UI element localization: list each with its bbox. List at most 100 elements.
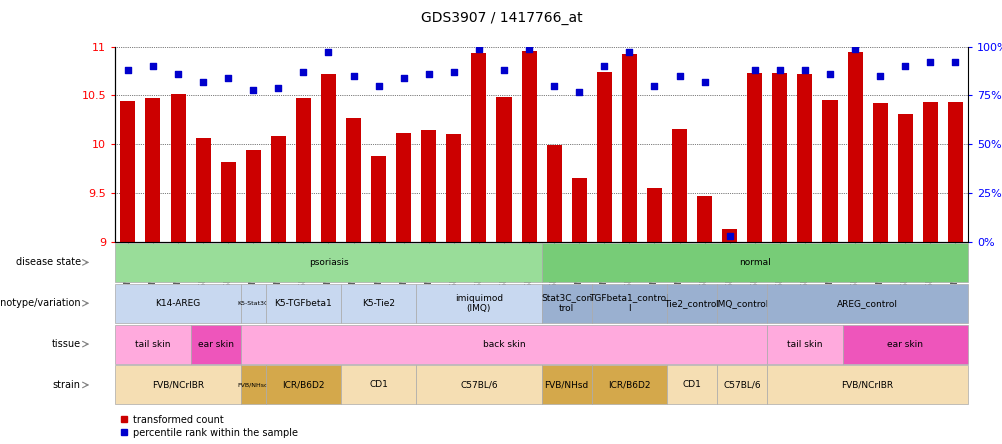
Text: tissue: tissue <box>52 339 81 349</box>
Bar <box>947 102 962 242</box>
Text: FVB/NHsd: FVB/NHsd <box>544 381 588 389</box>
Bar <box>872 103 887 242</box>
Text: K5-Tie2: K5-Tie2 <box>362 299 395 308</box>
Point <box>345 72 361 79</box>
Point <box>471 45 487 52</box>
Point <box>772 67 788 74</box>
Text: tail skin: tail skin <box>135 340 170 349</box>
Text: CD1: CD1 <box>369 381 388 389</box>
Text: psoriasis: psoriasis <box>309 258 348 267</box>
Point <box>646 82 662 89</box>
Text: Tie2_control: Tie2_control <box>664 299 718 308</box>
Bar <box>671 129 686 242</box>
Point <box>695 78 711 85</box>
Bar <box>321 74 336 242</box>
Bar <box>471 53 486 242</box>
Text: FVB/NCrIBR: FVB/NCrIBR <box>841 381 893 389</box>
Point <box>621 49 637 56</box>
Text: ICR/B6D2: ICR/B6D2 <box>607 381 650 389</box>
Point <box>194 78 211 85</box>
Point <box>521 45 537 52</box>
Bar <box>120 101 135 242</box>
Point <box>872 72 888 79</box>
Bar <box>220 162 235 242</box>
Text: IMQ_control: IMQ_control <box>714 299 769 308</box>
Legend: transformed count, percentile rank within the sample: transformed count, percentile rank withi… <box>120 415 298 438</box>
Bar <box>746 73 762 242</box>
Text: tail skin: tail skin <box>787 340 822 349</box>
Point <box>896 63 912 70</box>
Point <box>822 71 838 78</box>
Point <box>796 67 812 74</box>
Bar <box>421 130 436 242</box>
Bar <box>371 156 386 242</box>
Text: ICR/B6D2: ICR/B6D2 <box>282 381 325 389</box>
Point <box>421 71 437 78</box>
Text: FVB/NCrIBR: FVB/NCrIBR <box>152 381 203 389</box>
Text: imiquimod
(IMQ): imiquimod (IMQ) <box>455 293 502 313</box>
Bar <box>922 102 937 242</box>
Bar <box>521 51 536 242</box>
Point <box>144 63 160 70</box>
Bar <box>596 72 611 242</box>
Bar <box>847 52 862 242</box>
Point <box>169 71 186 78</box>
Point <box>570 88 586 95</box>
Bar <box>646 188 661 242</box>
Text: genotype/variation: genotype/variation <box>0 298 81 308</box>
Point <box>295 68 311 75</box>
Point <box>670 72 686 79</box>
Bar <box>897 114 912 242</box>
Text: K14-AREG: K14-AREG <box>155 299 200 308</box>
Text: ear skin: ear skin <box>887 340 922 349</box>
Bar <box>346 118 361 242</box>
Text: FVB/NHsd: FVB/NHsd <box>237 382 269 388</box>
Text: C57BL/6: C57BL/6 <box>722 381 761 389</box>
Bar <box>571 178 586 242</box>
Bar <box>271 136 286 242</box>
Bar <box>296 99 311 242</box>
Text: K5-Stat3C: K5-Stat3C <box>237 301 269 306</box>
Text: normal: normal <box>738 258 770 267</box>
Point <box>545 82 561 89</box>
Text: Stat3C_con
trol: Stat3C_con trol <box>540 293 592 313</box>
Bar <box>546 145 561 242</box>
Bar <box>245 150 261 242</box>
Point <box>946 59 962 66</box>
Point <box>120 67 136 74</box>
Point <box>371 82 387 89</box>
Text: disease state: disease state <box>16 258 81 267</box>
Bar <box>797 74 812 242</box>
Bar <box>822 100 837 242</box>
Text: C57BL/6: C57BL/6 <box>460 381 497 389</box>
Bar <box>621 55 636 242</box>
Point <box>321 49 337 56</box>
Point <box>846 45 862 52</box>
Point <box>921 59 937 66</box>
Bar <box>195 139 210 242</box>
Bar <box>772 73 787 242</box>
Bar <box>496 97 511 242</box>
Text: GDS3907 / 1417766_at: GDS3907 / 1417766_at <box>420 11 582 25</box>
Text: strain: strain <box>53 380 81 390</box>
Point <box>721 233 737 240</box>
Bar <box>446 134 461 242</box>
Text: K5-TGFbeta1: K5-TGFbeta1 <box>275 299 332 308</box>
Bar <box>170 94 185 242</box>
Point <box>220 74 236 81</box>
Bar <box>396 133 411 242</box>
Bar <box>696 196 711 242</box>
Point <box>745 67 763 74</box>
Point <box>271 84 287 91</box>
Text: back skin: back skin <box>482 340 525 349</box>
Bar <box>145 99 160 242</box>
Point <box>445 68 461 75</box>
Text: AREG_control: AREG_control <box>837 299 897 308</box>
Point <box>244 86 261 93</box>
Point <box>395 74 411 81</box>
Text: TGFbeta1_control
l: TGFbeta1_control l <box>589 293 668 313</box>
Bar <box>721 229 736 242</box>
Text: ear skin: ear skin <box>197 340 233 349</box>
Point <box>595 63 611 70</box>
Point <box>496 67 512 74</box>
